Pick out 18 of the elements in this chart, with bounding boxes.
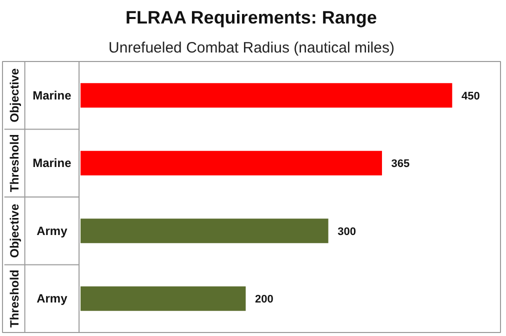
data-label: 200: [255, 294, 274, 306]
bar: [80, 150, 382, 176]
chart-subtitle: Unrefueled Combat Radius (nautical miles): [108, 40, 394, 56]
data-label: 365: [391, 158, 410, 170]
y-tick-label: Marine: [32, 88, 72, 102]
bar: [80, 286, 246, 311]
text: Threshold: [8, 134, 22, 192]
data-label: 300: [338, 226, 356, 238]
y-tick-label: Marine: [32, 156, 72, 170]
bar: [80, 218, 328, 244]
data-label: 450: [461, 90, 480, 102]
y-tick-label: Army: [36, 292, 68, 306]
text: Threshold: [8, 270, 22, 328]
bar: [80, 83, 452, 108]
chart-title: FLRAA Requirements: Range: [125, 8, 377, 28]
y-tick-label: Army: [36, 224, 68, 238]
text: Objective: [8, 68, 22, 122]
text: Objective: [8, 204, 22, 258]
